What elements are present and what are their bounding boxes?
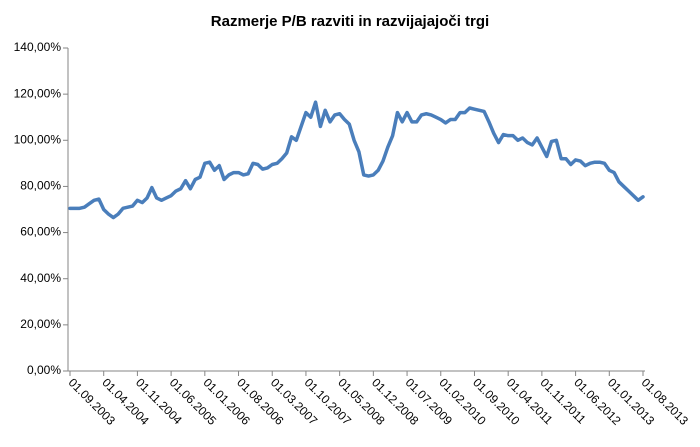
y-tick-label: 120,00% [14, 86, 62, 100]
y-tick-label: 40,00% [20, 271, 61, 285]
y-tick-label: 140,00% [14, 40, 62, 54]
y-tick-label: 60,00% [20, 225, 61, 239]
chart-title: Razmerje P/B razviti in razvijajajoči tr… [211, 13, 489, 30]
data-line [68, 100, 645, 220]
y-tick-label: 0,00% [27, 363, 61, 377]
y-tick-label: 20,00% [20, 317, 61, 331]
y-tick-label: 80,00% [20, 179, 61, 193]
y-tick-label: 100,00% [14, 132, 62, 146]
